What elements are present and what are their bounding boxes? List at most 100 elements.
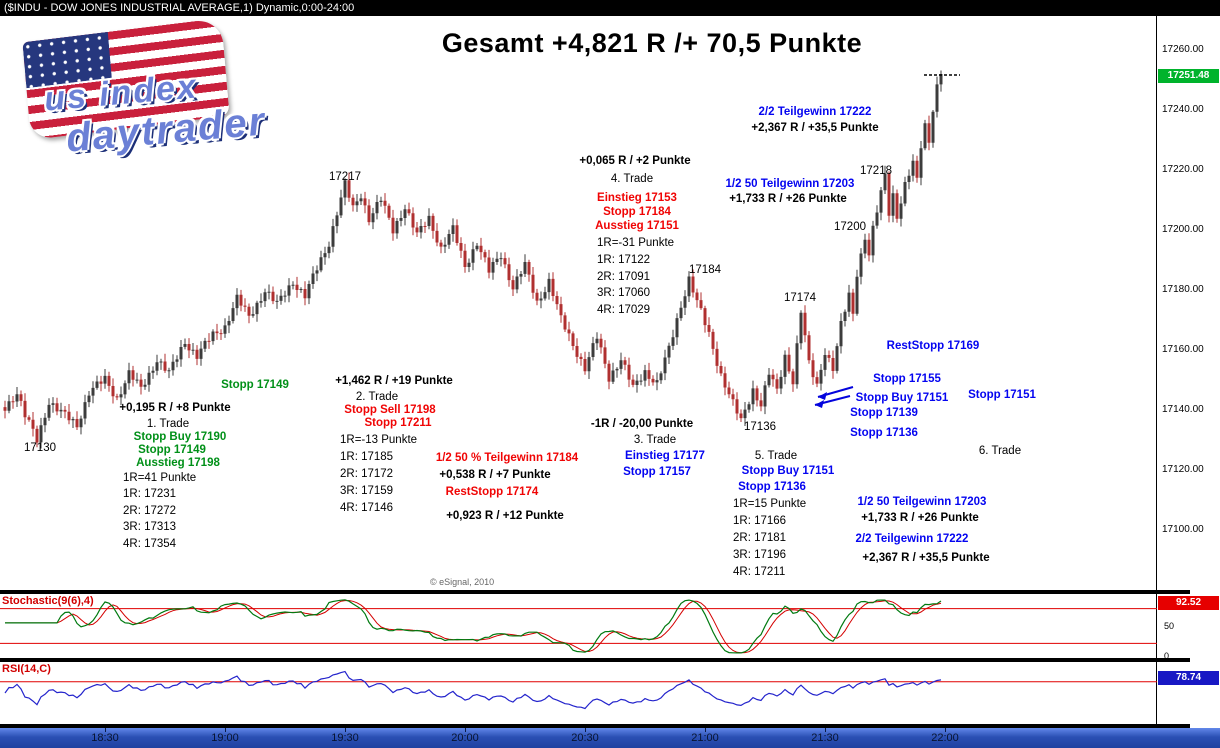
chart-annotation: 5. Trade: [754, 450, 798, 462]
time-axis[interactable]: 18:30 19:00 19:30 20:00 20:30 21:00 21:30 22:00: [0, 728, 1220, 748]
rsi-value-badge: 78.74: [1158, 671, 1219, 685]
chart-annotation: +0,923 R / +12 Punkte: [446, 510, 564, 522]
chart-annotation: +1,462 R / +19 Punkte: [335, 375, 453, 387]
chart-title-bar: ($INDU - DOW JONES INDUSTRIAL AVERAGE,1)…: [0, 0, 1220, 16]
chart-annotation: 4. Trade: [610, 173, 654, 185]
chart-annotation: 1R: 17185: [340, 451, 394, 463]
chart-annotation: 2R: 17172: [340, 468, 394, 480]
time-axis-tick: [585, 728, 586, 732]
chart-annotation: -1R / -20,00 Punkte: [590, 418, 694, 430]
chart-annotation: 4R: 17029: [597, 304, 651, 316]
stochastic-pane[interactable]: Stochastic(9(6),4): [0, 594, 1157, 658]
chart-annotation: Stopp Sell 17198: [344, 404, 436, 416]
chart-annotation: 17200: [834, 221, 866, 233]
price-axis-label: 17120.00: [1162, 464, 1204, 475]
chart-annotation: 3. Trade: [633, 434, 677, 446]
time-axis-label: 21:30: [811, 732, 839, 744]
chart-annotation: Stopp Buy 17151: [741, 465, 835, 477]
time-axis-tick: [465, 728, 466, 732]
time-axis-tick: [225, 728, 226, 732]
stochastic-axis-label: 50: [1164, 621, 1175, 631]
chart-annotation: 1R=15 Punkte: [733, 498, 807, 510]
price-chart-pane[interactable]: us index daytrader Gesamt +4,821 R /+ 70…: [0, 16, 1157, 590]
candles: [3, 70, 943, 449]
chart-annotation: 2R: 17181: [733, 532, 787, 544]
chart-annotation: 2R: 17091: [597, 271, 651, 283]
chart-annotation: RestStopp 17169: [886, 340, 980, 352]
chart-annotation: +0,538 R / +7 Punkte: [439, 469, 551, 481]
time-axis-label: 22:00: [931, 732, 959, 744]
time-axis-tick: [705, 728, 706, 732]
chart-annotation: Stopp 17155: [873, 373, 941, 385]
chart-annotation: +2,367 R / +35,5 Punkte: [862, 552, 990, 564]
chart-annotation: 1R: 17231: [123, 488, 177, 500]
chart-annotation: 4R: 17354: [123, 538, 177, 550]
rsi-pane[interactable]: RSI(14,C): [0, 662, 1157, 724]
panel-separator: [0, 590, 1190, 594]
chart-annotation: RestStopp 17174: [445, 486, 539, 498]
chart-main-title: Gesamt +4,821 R /+ 70,5 Punkte: [441, 28, 863, 58]
chart-annotation: Einstieg 17153: [597, 192, 677, 204]
chart-annotation: +1,733 R / +26 Punkte: [729, 193, 847, 205]
price-axis-label: 17100.00: [1162, 524, 1204, 535]
chart-annotation: 1R: 17166: [733, 515, 787, 527]
price-axis-label: 17180.00: [1162, 284, 1204, 295]
chart-annotation: 1R=41 Punkte: [123, 472, 197, 484]
rsi-line: [4, 670, 942, 710]
symbol-title: ($INDU - DOW JONES INDUSTRIAL AVERAGE,1)…: [4, 2, 355, 14]
chart-annotation: Stopp 17211: [364, 417, 432, 429]
stoch-k-line: [5, 599, 942, 654]
chart-annotation: Einstieg 17177: [625, 450, 705, 462]
chart-annotation: Stopp 17136: [850, 427, 918, 439]
chart-annotation: 4R: 17211: [733, 566, 786, 578]
panel-separator: [0, 724, 1190, 728]
chart-annotation: Stopp 17184: [603, 206, 671, 218]
chart-annotation: 17218: [860, 165, 892, 177]
chart-annotation: 17136: [744, 421, 776, 433]
time-axis-label: 20:30: [571, 732, 599, 744]
chart-annotation: 17130: [24, 442, 56, 454]
time-axis-tick: [345, 728, 346, 732]
price-axis-label: 17240.00: [1162, 104, 1204, 115]
time-axis-label: 18:30: [91, 732, 119, 744]
esignal-copyright: © eSignal, 2010: [430, 577, 495, 587]
price-axis[interactable]: 17251.48 92.52 78.74 50 0 17260.00 17240.…: [1157, 16, 1220, 728]
chart-annotation: 2. Trade: [355, 391, 399, 403]
chart-annotation: 4R: 17146: [340, 502, 394, 514]
chart-annotation: 3R: 17060: [597, 287, 651, 299]
chart-annotation: 1R=-31 Punkte: [597, 237, 675, 249]
chart-annotation: Stopp 17149: [138, 444, 206, 456]
time-axis-label: 19:30: [331, 732, 359, 744]
price-axis-label: 17220.00: [1162, 164, 1204, 175]
chart-annotation: Stopp 17139: [850, 407, 918, 419]
chart-annotation: Stopp 17151: [968, 389, 1036, 401]
entry-arrow-head: [815, 400, 824, 408]
chart-annotation: 1. Trade: [146, 418, 190, 430]
chart-annotation: 1/2 50 Teilgewinn 17203: [725, 178, 855, 190]
chart-annotation: +2,367 R / +35,5 Punkte: [751, 122, 879, 134]
price-axis-label: 17160.00: [1162, 344, 1204, 355]
chart-annotation: Ausstieg 17151: [595, 220, 679, 232]
time-axis-tick: [825, 728, 826, 732]
chart-annotation: 2/2 Teilgewinn 17222: [758, 106, 872, 118]
chart-annotation: Stopp 17149: [221, 379, 289, 391]
chart-annotation: 6. Trade: [978, 445, 1022, 457]
time-axis-label: 19:00: [211, 732, 239, 744]
time-axis-tick: [945, 728, 946, 732]
last-price-badge: 17251.48: [1158, 69, 1219, 83]
time-axis-label: 20:00: [451, 732, 479, 744]
chart-annotation: 2/2 Teilgewinn 17222: [855, 533, 969, 545]
price-axis-label: 17140.00: [1162, 404, 1204, 415]
rsi-plot: [0, 670, 1157, 710]
stochastic-label: Stochastic(9(6),4): [2, 595, 94, 607]
candlestick-plot: [3, 70, 960, 449]
chart-annotation: 1R=-13 Punkte: [340, 434, 418, 446]
stochastic-plot: [0, 599, 1157, 654]
rsi-label: RSI(14,C): [2, 663, 51, 675]
chart-annotation: Stopp 17157: [623, 466, 691, 478]
chart-annotation: Ausstieg 17198: [136, 457, 220, 469]
chart-annotation: 3R: 17159: [340, 485, 394, 497]
chart-annotation: 17184: [689, 264, 721, 276]
chart-annotation: Stopp 17136: [738, 481, 806, 493]
